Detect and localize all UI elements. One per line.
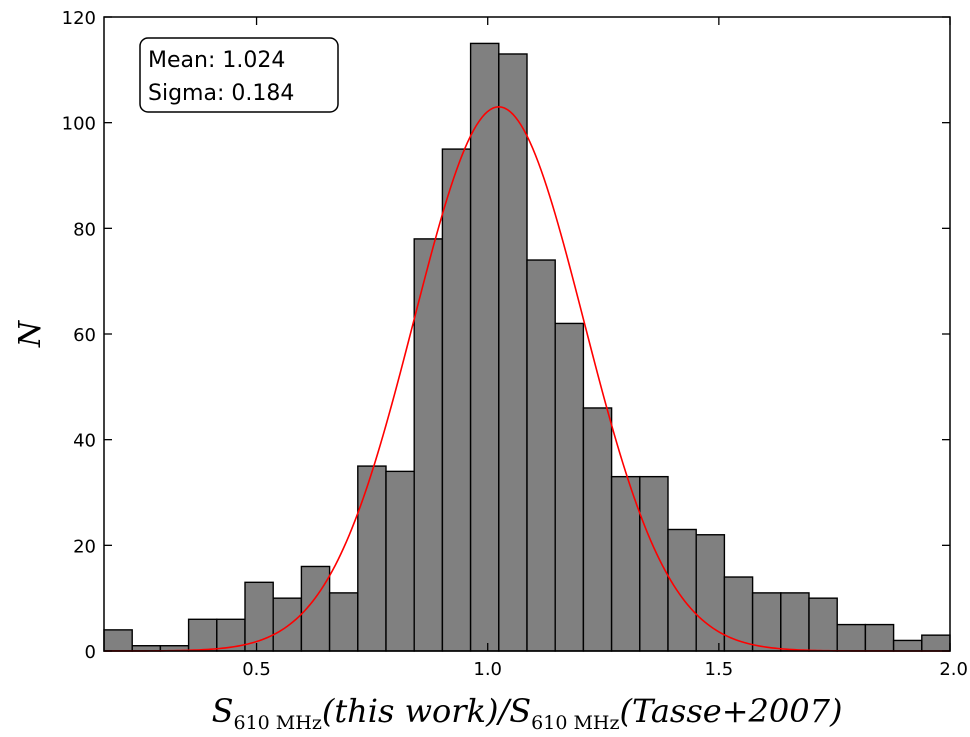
histogram-bar <box>554 322 585 652</box>
y-tick-label: 120 <box>62 8 96 29</box>
histogram-bar <box>187 618 218 652</box>
histogram-bar <box>751 592 782 652</box>
histogram-bar <box>892 639 923 652</box>
sigma-label: Sigma: 0.184 <box>148 81 294 106</box>
histogram-bar <box>864 623 895 652</box>
y-axis-ticks: 0 20 40 60 80 100 120 <box>62 8 950 663</box>
y-tick-label: 0 <box>85 642 96 663</box>
y-tick-label: 60 <box>73 325 96 346</box>
stats-box: Mean: 1.024 Sigma: 0.184 <box>139 37 339 113</box>
stats-box-border <box>139 37 339 113</box>
y-axis-title: N <box>13 319 48 348</box>
histogram-bar <box>780 592 810 652</box>
y-tick-label: 20 <box>73 536 96 557</box>
y-tick-label: 80 <box>73 219 96 240</box>
histogram-bar <box>921 634 951 652</box>
histogram-bar <box>582 407 613 652</box>
histogram-bar <box>808 597 838 652</box>
y-tick-label: 40 <box>73 431 96 452</box>
histogram-bar <box>667 528 697 652</box>
histogram-bar <box>469 42 500 652</box>
histogram-bar <box>723 576 754 652</box>
histogram-bar <box>103 629 133 652</box>
histogram-bar <box>441 148 472 652</box>
histogram-bar <box>272 597 303 652</box>
histogram-bar <box>639 475 669 652</box>
x-axis-title-part-2: (Tasse+2007) <box>619 692 842 730</box>
histogram-bar <box>328 592 359 652</box>
histogram-bar <box>357 465 387 652</box>
x-axis-title-main: S <box>212 692 234 730</box>
histogram-bar <box>244 581 274 652</box>
histogram-bar <box>610 475 641 652</box>
x-axis-title: S610 MHz(this work)/S610 MHz(Tasse+2007) <box>212 692 843 734</box>
bars-group <box>103 42 951 652</box>
x-axis-ticks: 0.5 1.0 1.5 2.0 <box>242 17 968 680</box>
histogram-bar <box>385 470 415 652</box>
mean-label: Mean: 1.024 <box>148 48 285 73</box>
y-tick-label: 100 <box>62 114 96 135</box>
x-axis-title-part-1: (this work)/ <box>322 692 513 730</box>
histogram-bar <box>836 623 867 652</box>
x-tick-label: 1.5 <box>705 659 734 680</box>
x-axis-title-main-2: S <box>509 692 531 730</box>
x-axis-title-sub-1: 610 MHz <box>233 712 321 734</box>
histogram-bar <box>695 534 726 652</box>
x-tick-label: 1.0 <box>473 659 502 680</box>
x-tick-label: 0.5 <box>242 659 271 680</box>
histogram-bar <box>526 259 556 652</box>
x-axis-title-sub-2: 610 MHz <box>531 712 619 734</box>
histogram-bar <box>498 53 528 652</box>
x-tick-label: 2.0 <box>939 659 968 680</box>
